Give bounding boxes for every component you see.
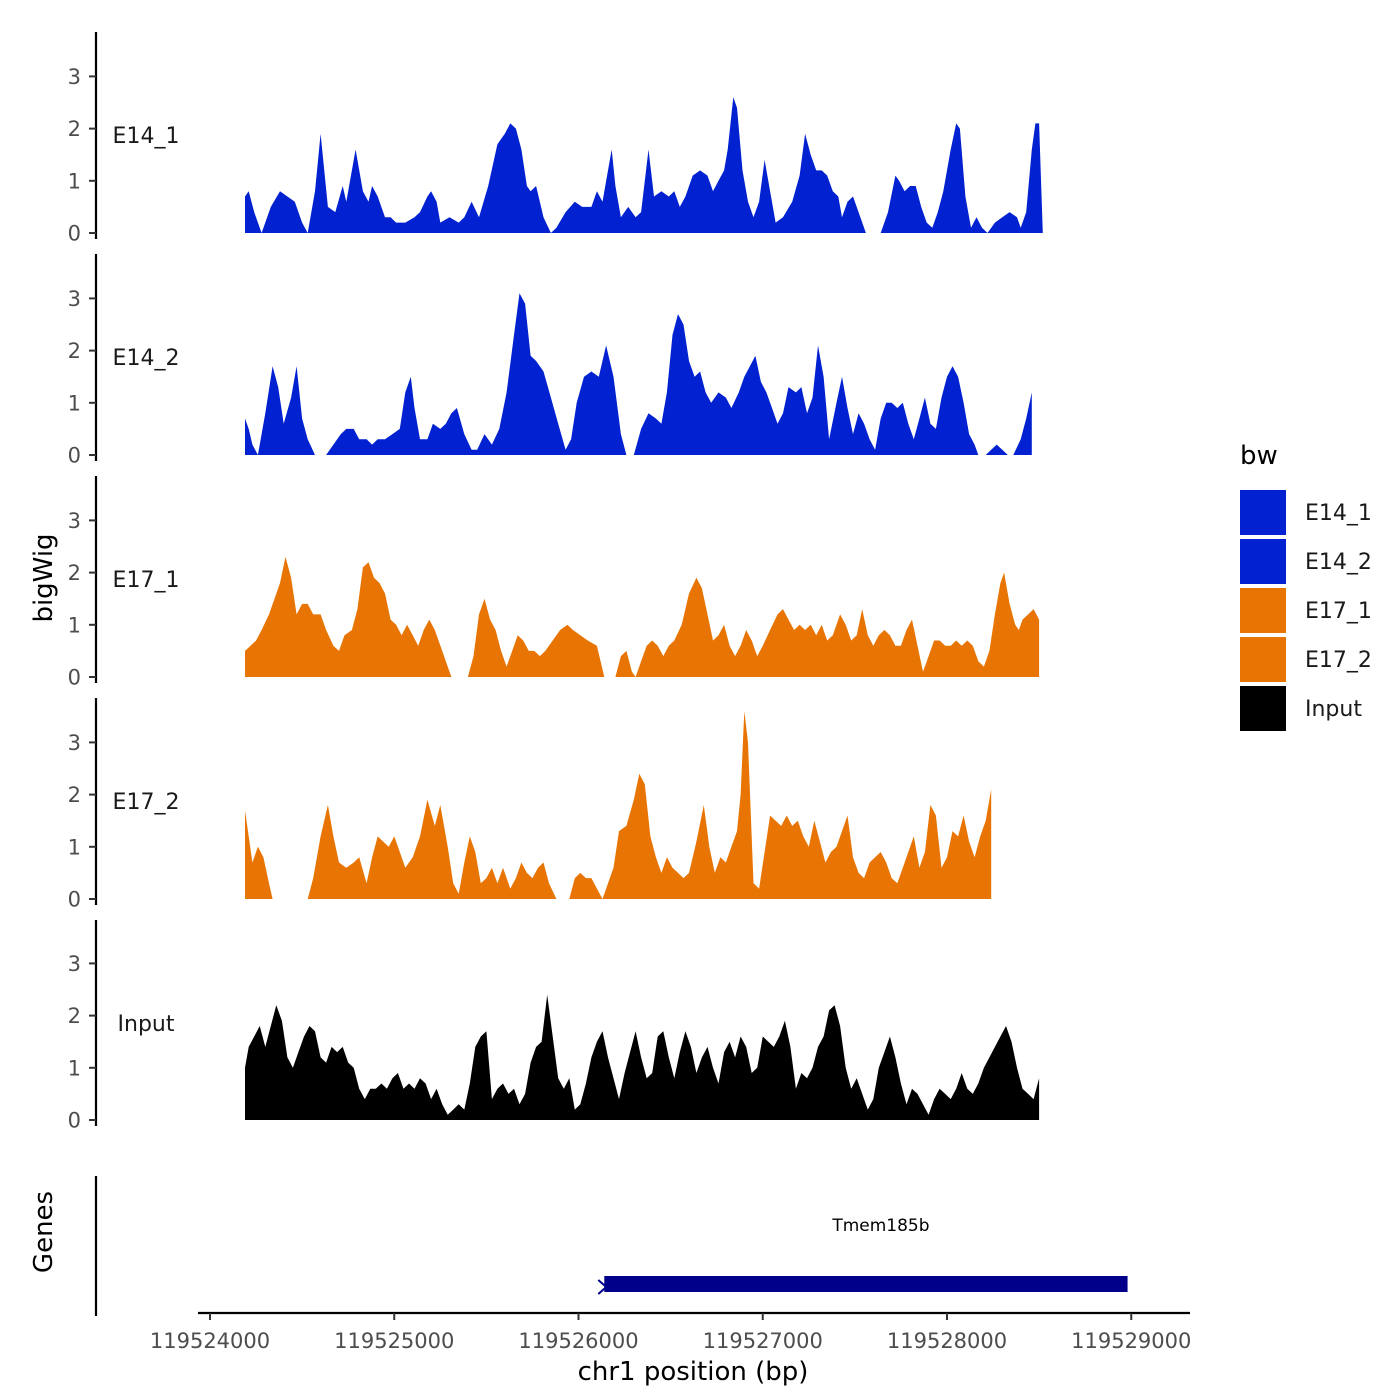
legend-items: E14_1 E14_2 E17_1 E17_2 Input — [1240, 490, 1372, 731]
y-tick-label: 3 — [68, 287, 81, 311]
y-tick-label: 1 — [68, 613, 81, 637]
legend-entry: Input — [1240, 686, 1362, 731]
coverage-area — [245, 293, 1032, 455]
x-ticks: 119524000 119525000 119526000 119527000 1195… — [150, 1313, 1191, 1353]
gene-label: Tmem185b — [831, 1216, 929, 1236]
track-e14-2: 0 1 2 3 E14_2 — [68, 254, 1032, 468]
gene-tmem185b: Tmem185b — [597, 1216, 1128, 1295]
track-e17-1: 0 1 2 3 E17_1 — [68, 476, 1040, 690]
coverage-area — [245, 994, 1040, 1120]
x-tick-label: 119526000 — [518, 1329, 638, 1353]
legend-entry: E17_1 — [1240, 588, 1372, 633]
legend-swatch — [1240, 686, 1286, 731]
legend-swatch — [1240, 539, 1286, 584]
gene-body — [604, 1276, 1128, 1292]
coverage-area — [245, 556, 1040, 677]
legend-label: Input — [1305, 697, 1362, 722]
y-tick-label: 3 — [68, 65, 81, 89]
coverage-area — [245, 97, 1043, 233]
y-tick-label: 3 — [68, 509, 81, 533]
legend-label: E17_1 — [1305, 599, 1372, 624]
legend-entry: E17_2 — [1240, 637, 1372, 682]
track-label: E17_2 — [113, 790, 180, 815]
x-tick-label: 119527000 — [703, 1329, 823, 1353]
track-panels: 0 1 2 3 E14_1 0 1 2 3 E14_2 0 1 2 3 E17_1 0 1 2 3 E17_2 0 1 2 3… — [68, 32, 1043, 1133]
track-label: Input — [118, 1012, 175, 1037]
genes-panel: Genes Tmem185b — [29, 1176, 1128, 1316]
track-label: E14_2 — [113, 346, 180, 371]
y-tick-label: 2 — [68, 561, 81, 585]
legend-swatch — [1240, 637, 1286, 682]
y-tick-label: 0 — [68, 222, 81, 246]
track-e17-2: 0 1 2 3 E17_2 — [68, 698, 992, 912]
track-e14-1: 0 1 2 3 E14_1 — [68, 32, 1043, 246]
x-tick-label: 119529000 — [1071, 1329, 1191, 1353]
y-tick-label: 2 — [68, 783, 81, 807]
y-tick-label: 2 — [68, 117, 81, 141]
legend-title: bw — [1240, 441, 1278, 471]
gene-strand-mark — [597, 1279, 608, 1295]
y-tick-label: 1 — [68, 391, 81, 415]
y-tick-label: 3 — [68, 731, 81, 755]
y-tick-label: 2 — [68, 339, 81, 363]
y-tick-label: 3 — [68, 952, 81, 976]
gene-items: Tmem185b — [597, 1216, 1128, 1295]
track-label: E14_1 — [113, 124, 180, 149]
x-tick-label: 119525000 — [334, 1329, 454, 1353]
y-tick-label: 2 — [68, 1004, 81, 1028]
y-tick-label: 1 — [68, 835, 81, 859]
x-tick-label: 119528000 — [887, 1329, 1007, 1353]
track-input: 0 1 2 3 Input — [68, 920, 1040, 1133]
legend-swatch — [1240, 490, 1286, 535]
y-tick-label: 0 — [68, 888, 81, 912]
y-tick-label: 0 — [68, 444, 81, 468]
x-axis-title: chr1 position (bp) — [578, 1357, 809, 1387]
x-axis: 119524000 119525000 119526000 119527000 1195… — [150, 1311, 1191, 1353]
legend-entry: E14_2 — [1240, 539, 1372, 584]
y-tick-label: 0 — [68, 1109, 81, 1133]
legend: bw E14_1 E14_2 E17_1 E17_2 Input — [1240, 441, 1372, 731]
y-tick-label: 1 — [68, 1056, 81, 1080]
y-tick-label: 1 — [68, 169, 81, 193]
track-label: E17_1 — [113, 568, 180, 593]
legend-label: E14_1 — [1305, 501, 1372, 526]
legend-label: E17_2 — [1305, 648, 1372, 673]
legend-label: E14_2 — [1305, 550, 1372, 575]
genes-axis-title: Genes — [29, 1191, 59, 1273]
x-tick-label: 119524000 — [150, 1329, 270, 1353]
legend-swatch — [1240, 588, 1286, 633]
y-tick-label: 0 — [68, 666, 81, 690]
coverage-area — [245, 711, 992, 899]
y-axis-title: bigWig — [29, 533, 59, 622]
legend-entry: E14_1 — [1240, 490, 1372, 535]
